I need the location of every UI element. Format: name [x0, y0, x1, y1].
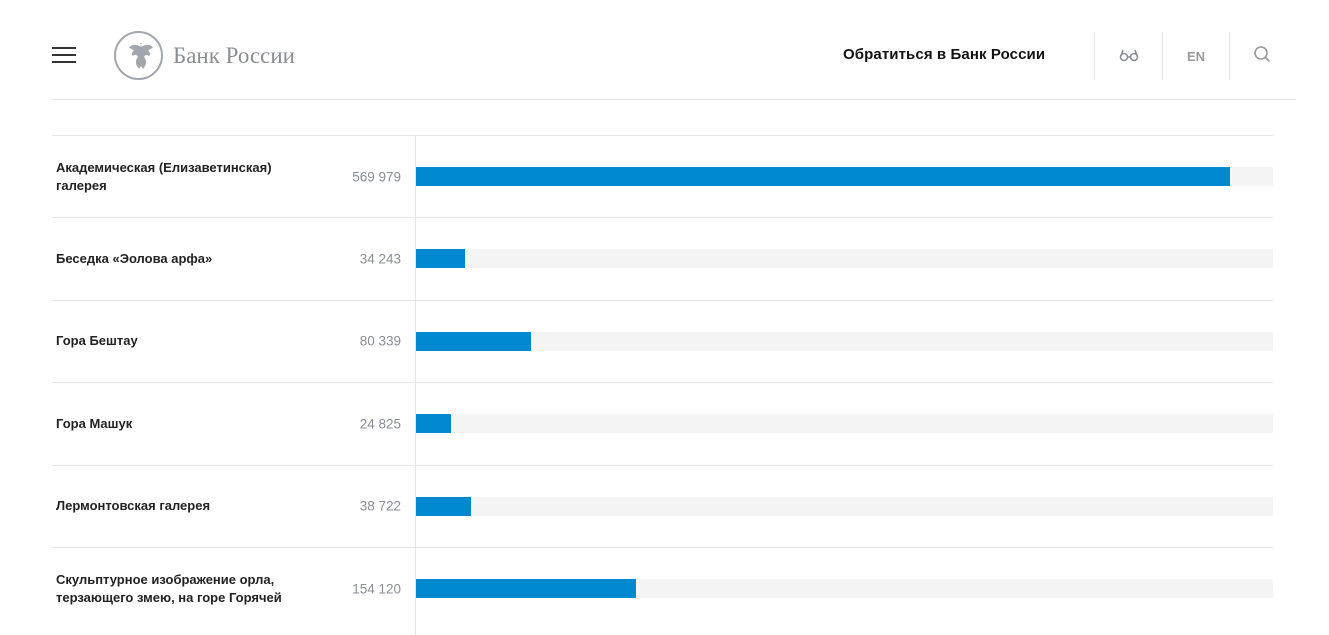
appeal-link[interactable]: Обратиться в Банк России	[843, 46, 1046, 63]
value-label: 34 243	[359, 251, 401, 267]
search-icon[interactable]	[1253, 44, 1271, 68]
eagle-emblem-icon	[114, 31, 163, 80]
bar-track	[416, 496, 1273, 516]
chart-row: Скульптурное изображение орла, терзающег…	[52, 546, 1273, 629]
bar	[416, 414, 452, 434]
bar-track	[416, 414, 1273, 434]
value-label: 569 979	[352, 169, 401, 185]
bar	[416, 578, 637, 598]
divider	[1162, 32, 1163, 80]
bar-track	[416, 167, 1273, 186]
chart-row: Гора Машук 24 825	[52, 382, 1273, 464]
bar-track	[416, 249, 1273, 269]
chart-row: Лермонтовская галерея 38 722	[52, 464, 1273, 547]
category-label: Лермонтовская галерея	[56, 498, 211, 514]
logo[interactable]: Банк России	[114, 31, 295, 80]
chart-row: Гора Бештау 80 339	[52, 299, 1273, 382]
category-label: Гора Бештау	[56, 333, 138, 349]
value-label: 24 825	[359, 416, 401, 432]
category-label: Скульптурное изображение орла, терзающег…	[56, 571, 282, 605]
value-label: 154 120	[352, 581, 401, 597]
chart-row: Академическая (Елизаветинская) галерея 5…	[52, 135, 1273, 217]
language-switch[interactable]: EN	[1187, 49, 1206, 64]
category-label: Беседка «Эолова арфа»	[56, 251, 213, 267]
bar-chart: Академическая (Елизаветинская) галерея 5…	[52, 135, 1273, 629]
category-label: Академическая (Елизаветинская) галерея	[56, 159, 272, 193]
bar	[416, 496, 472, 516]
bar	[416, 167, 1231, 186]
category-label: Гора Машук	[56, 415, 133, 431]
chart-axis-line	[415, 135, 416, 635]
bar-track	[416, 578, 1273, 598]
bar	[416, 331, 531, 351]
bar-track	[416, 331, 1273, 351]
divider	[1229, 32, 1230, 80]
glasses-icon[interactable]	[1119, 44, 1139, 68]
bar	[416, 249, 465, 269]
value-label: 80 339	[359, 333, 401, 349]
header: Банк России Обратиться в Банк России EN	[52, 0, 1296, 100]
menu-icon[interactable]	[52, 47, 76, 63]
value-label: 38 722	[359, 498, 401, 514]
divider	[1094, 32, 1095, 80]
chart-row: Беседка «Эолова арфа» 34 243	[52, 217, 1273, 299]
logo-text: Банк России	[173, 42, 295, 68]
